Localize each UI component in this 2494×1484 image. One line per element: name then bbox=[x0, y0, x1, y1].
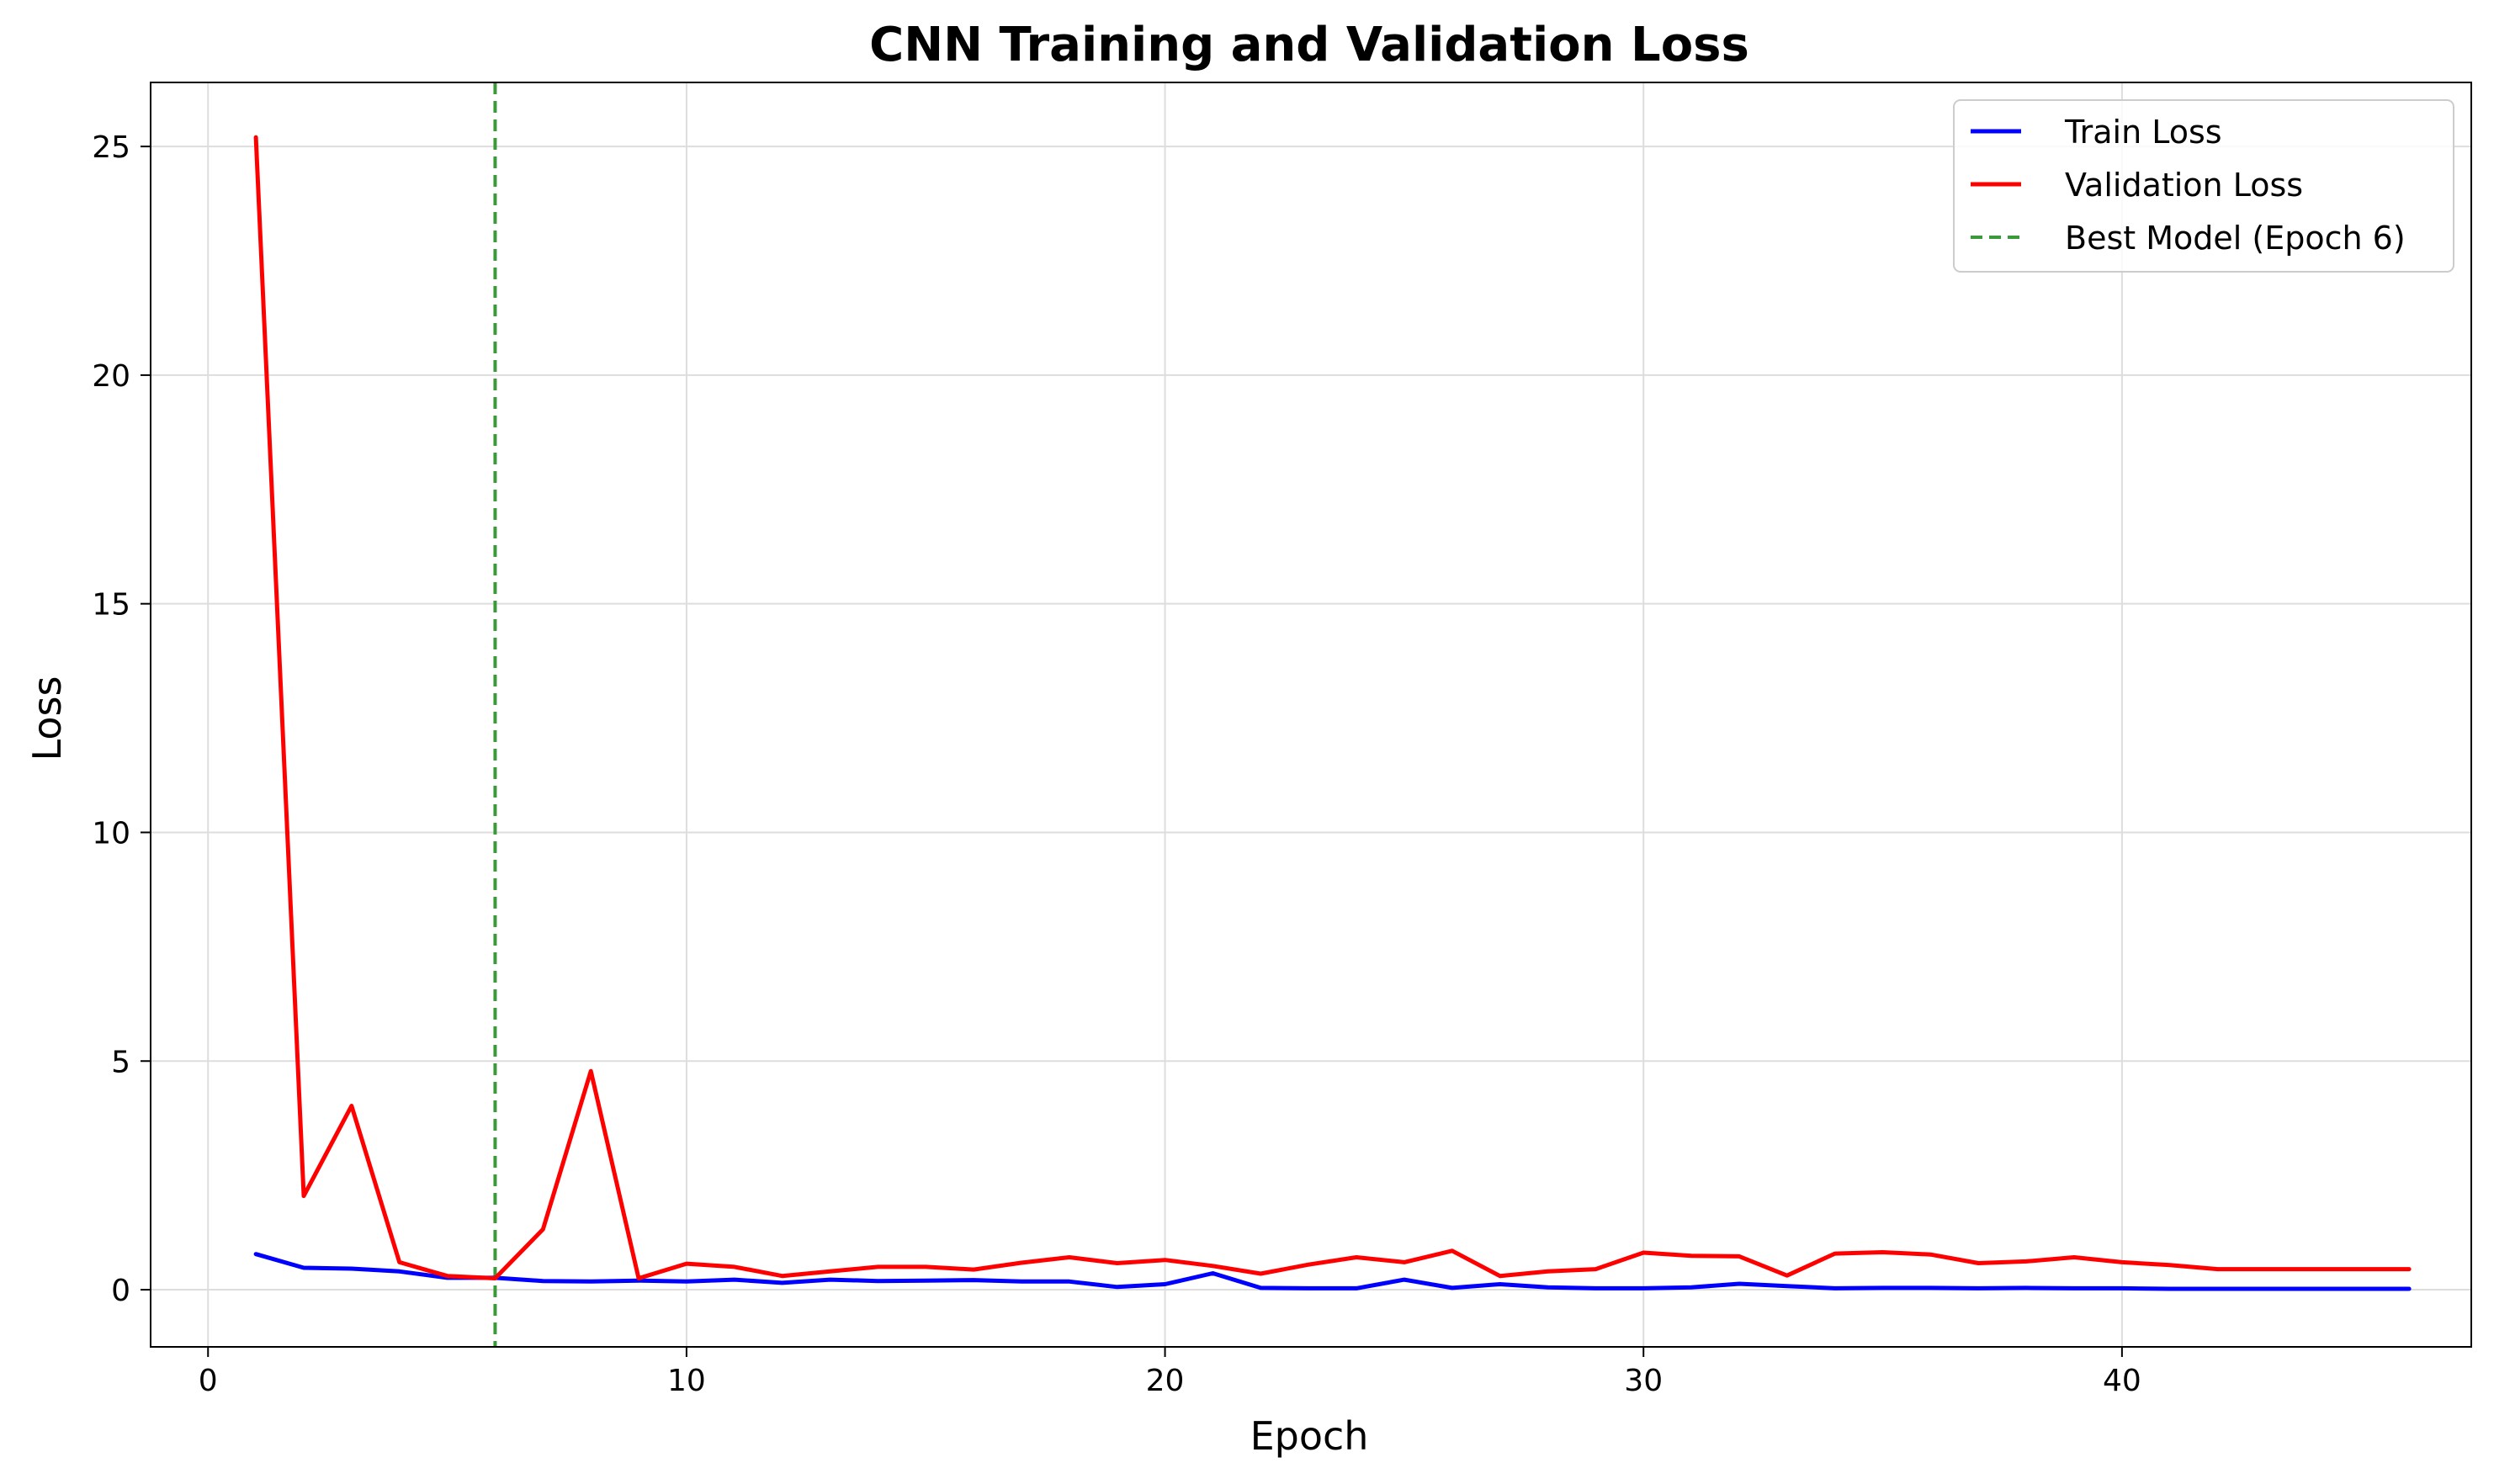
x-tick-label: 20 bbox=[1146, 1364, 1185, 1398]
chart-title: CNN Training and Validation Loss bbox=[869, 18, 1749, 72]
series-line-train-loss bbox=[253, 1252, 2412, 1291]
x-tick-label: 30 bbox=[1624, 1364, 1663, 1398]
y-axis-label: Loss bbox=[24, 676, 70, 761]
x-axis-ticks: 0 10 20 30 40 bbox=[199, 1347, 2141, 1398]
series-line-validation-loss bbox=[253, 135, 2412, 1280]
legend-label-best-model: Best Model (Epoch 6) bbox=[2065, 220, 2406, 257]
y-tick-label: 20 bbox=[92, 359, 130, 394]
x-axis-label: Epoch bbox=[1250, 1413, 1369, 1459]
legend-label-validation-loss: Validation Loss bbox=[2065, 167, 2303, 204]
y-tick-label: 25 bbox=[92, 130, 130, 165]
plot-frame bbox=[150, 82, 2472, 1348]
legend-label-train-loss: Train Loss bbox=[2064, 114, 2222, 151]
y-tick-label: 10 bbox=[92, 816, 130, 851]
legend: Train Loss Validation Loss Best Model (E… bbox=[1953, 99, 2454, 273]
x-tick-label: 10 bbox=[667, 1364, 706, 1398]
x-tick-label: 40 bbox=[2103, 1364, 2141, 1398]
y-tick-label: 5 bbox=[111, 1045, 130, 1079]
legend-box bbox=[1953, 99, 2454, 273]
y-tick-label: 15 bbox=[92, 588, 130, 623]
x-tick-label: 0 bbox=[199, 1364, 218, 1398]
y-axis-ticks: 0 5 10 15 20 25 bbox=[92, 130, 151, 1308]
y-tick-label: 0 bbox=[111, 1274, 130, 1308]
series-lines bbox=[253, 135, 2412, 1291]
